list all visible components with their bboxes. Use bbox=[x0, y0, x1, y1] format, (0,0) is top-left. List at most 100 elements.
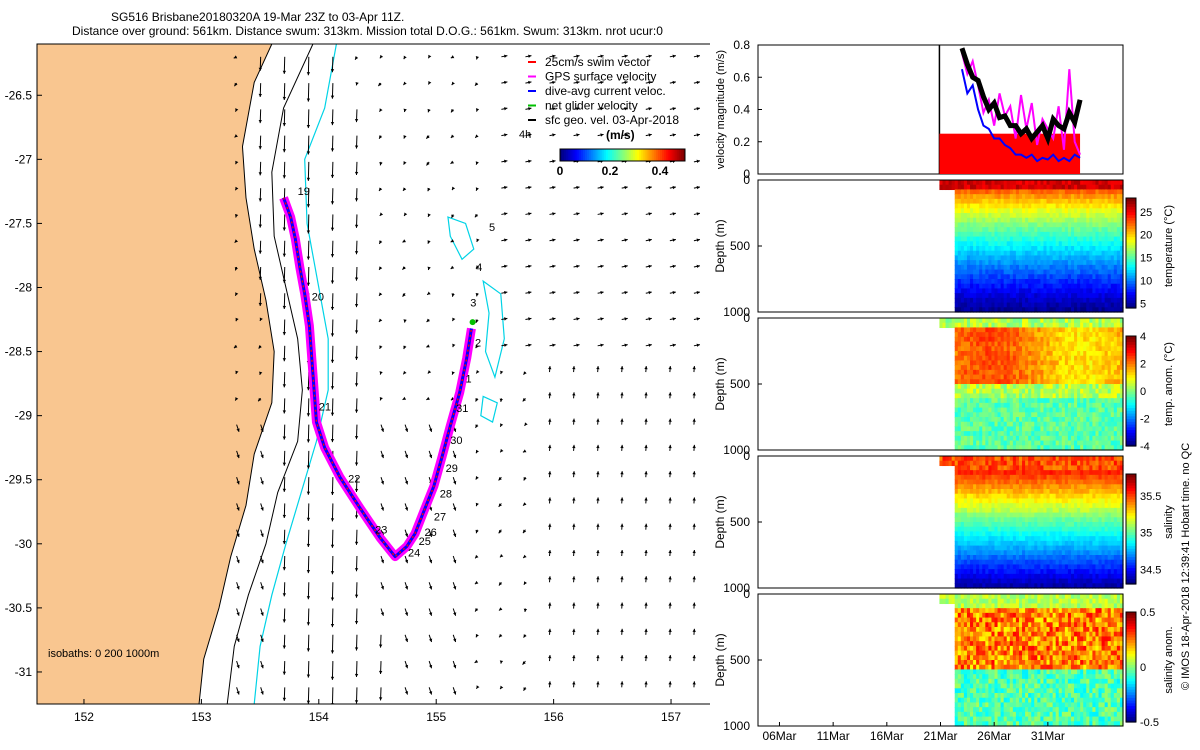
depth-ylabel: Depth (m) bbox=[713, 357, 727, 410]
colorbar-tick: 20 bbox=[1140, 230, 1152, 242]
colorbar-tick: 15 bbox=[1140, 253, 1152, 265]
velocity-series bbox=[961, 52, 1081, 156]
colorbar-tick: 0.5 bbox=[1140, 607, 1155, 619]
depth-tick: 500 bbox=[730, 653, 750, 667]
depth-tick: 0 bbox=[743, 311, 750, 325]
day-label: 1 bbox=[466, 373, 472, 385]
time-tick-label: 06Mar bbox=[762, 729, 796, 743]
time-tick-label: 21Mar bbox=[923, 729, 957, 743]
colorbar-title: temperature (°C) bbox=[1163, 205, 1175, 287]
figure-title-line2: Distance over ground: 561km. Distance sw… bbox=[72, 24, 663, 38]
day-label: 26 bbox=[424, 527, 436, 539]
lat-tick-label: -28.5 bbox=[5, 345, 33, 359]
colorbar-tick: 34.5 bbox=[1140, 564, 1161, 576]
day-label: 3 bbox=[470, 298, 476, 310]
time-tick-label: 11Mar bbox=[817, 729, 850, 743]
legend-entry: dive-avg current veloc. bbox=[545, 84, 666, 98]
depth-tick: 1000 bbox=[723, 305, 750, 319]
lat-tick-label: -29 bbox=[15, 409, 33, 423]
lat-tick-label: -30.5 bbox=[5, 601, 33, 615]
day-label: 4 bbox=[476, 262, 482, 274]
day-label: 24 bbox=[408, 548, 420, 560]
colorbar-tick: -4 bbox=[1140, 441, 1150, 453]
velocity-series bbox=[959, 47, 1083, 147]
panel-colorbar bbox=[1125, 335, 1137, 447]
time-tick-label: 26Mar bbox=[977, 729, 1011, 743]
colorbar-title: salinity bbox=[1163, 505, 1175, 539]
velocity-tick: 0.8 bbox=[733, 40, 750, 52]
day-label: 23 bbox=[375, 525, 387, 537]
colorbar-tick: 0 bbox=[1140, 386, 1146, 398]
colorbar-tick: 10 bbox=[1140, 276, 1152, 288]
lat-tick-label: -28 bbox=[15, 280, 33, 294]
depth-tick: 1000 bbox=[723, 581, 750, 595]
depth-tick: 500 bbox=[730, 515, 750, 529]
map-frame bbox=[36, 43, 710, 705]
seamount-isobath bbox=[480, 395, 498, 423]
colorbar-tick: 35 bbox=[1140, 528, 1152, 540]
depth-tick: 500 bbox=[730, 239, 750, 253]
depth-tick: 1000 bbox=[723, 719, 750, 733]
colorbar-tick: 0.2 bbox=[602, 164, 619, 178]
seamount-isobath bbox=[482, 279, 505, 380]
legend-entry: 25cm/s swim vector bbox=[545, 55, 650, 69]
day-label: 28 bbox=[440, 489, 452, 501]
colorbar-label: (m/s) bbox=[606, 128, 635, 142]
velocity-tick: 0.2 bbox=[733, 135, 750, 149]
day-label: 27 bbox=[434, 512, 446, 524]
colorbar-tick: -2 bbox=[1140, 414, 1150, 426]
depth-tick: 500 bbox=[730, 377, 750, 391]
time-tick-label: 31Mar bbox=[1031, 729, 1065, 743]
lat-tick-label: -27 bbox=[15, 152, 33, 166]
day-label: 31 bbox=[456, 403, 468, 415]
isobath-note: isobaths: 0 200 1000m bbox=[48, 648, 159, 660]
velocity-series bbox=[960, 68, 1081, 163]
panel-colorbar bbox=[1125, 611, 1137, 723]
depth-tick: 0 bbox=[743, 587, 750, 601]
colorbar-title: salinity anom. bbox=[1163, 626, 1175, 693]
land-area bbox=[37, 44, 275, 704]
depth-ylabel: Depth (m) bbox=[713, 219, 727, 272]
day-label: 29 bbox=[446, 463, 458, 475]
lat-tick-label: -29.5 bbox=[5, 473, 33, 487]
time-axis: 06Mar 11Mar 16Mar 21Mar 26Mar 31Mar bbox=[762, 722, 1065, 743]
time-tick-label: 16Mar bbox=[870, 729, 904, 743]
depth-ylabel: Depth (m) bbox=[713, 633, 727, 686]
seamount-isobath bbox=[447, 216, 475, 261]
colorbar-tick: 0 bbox=[557, 164, 564, 178]
lon-tick-label: 155 bbox=[426, 710, 446, 724]
velocity-tick: 0.4 bbox=[733, 103, 750, 117]
glider-end-point bbox=[469, 319, 476, 326]
colorbar-tick: 25 bbox=[1140, 207, 1152, 219]
velocity-ylabel: velocity magnitude (m/s) bbox=[715, 50, 727, 169]
legend-entry: GPS surface velocity bbox=[545, 70, 656, 84]
legend-entry: net glider velocity bbox=[545, 99, 638, 113]
lon-tick-label: 153 bbox=[191, 710, 211, 724]
temp-anomaly-panel: 0 500 1000 Depth (m) -4 -2 0 2 4 temp. anom. (°C) bbox=[713, 311, 1175, 457]
panel-colorbar bbox=[1125, 197, 1137, 309]
velocity-panel: 0 0.2 0.4 0.6 0.8 velocity magnitude (m/s) bbox=[715, 40, 1124, 181]
isobath-200m bbox=[226, 44, 314, 704]
current-vectors bbox=[233, 54, 701, 704]
colorbar-tick: 2 bbox=[1140, 359, 1146, 371]
lat-tick-label: -30 bbox=[15, 537, 33, 551]
lat-tick-label: -27.5 bbox=[5, 216, 33, 230]
legend-entry: sfc geo. vel. 03-Apr-2018 bbox=[545, 113, 679, 127]
figure-title-line1: SG516 Brisbane20180320A 19-Mar 23Z to 03… bbox=[111, 10, 405, 24]
colorbar-tick: 5 bbox=[1140, 298, 1146, 310]
temperature-panel: 0 500 1000 Depth (m) 5 10 15 20 25 temperature (°… bbox=[713, 173, 1175, 319]
colorbar-side-label: 4h bbox=[519, 129, 531, 141]
velocity-colorbar bbox=[559, 148, 686, 162]
track-map: 1920212223242526272829303112345isobaths:… bbox=[5, 43, 710, 724]
depth-tick: 0 bbox=[743, 173, 750, 187]
panel-colorbar bbox=[1125, 473, 1137, 585]
colorbar-tick: 0 bbox=[1140, 662, 1146, 674]
depth-tick: 0 bbox=[743, 449, 750, 463]
velocity-tick: 0.6 bbox=[733, 70, 750, 84]
colorbar-tick: 35.5 bbox=[1140, 491, 1161, 503]
lon-tick-label: 152 bbox=[74, 710, 94, 724]
credit-text: © IMOS 18-Apr-2018 12:39:41 Hobart time.… bbox=[1180, 442, 1192, 690]
day-label: 25 bbox=[419, 536, 431, 548]
